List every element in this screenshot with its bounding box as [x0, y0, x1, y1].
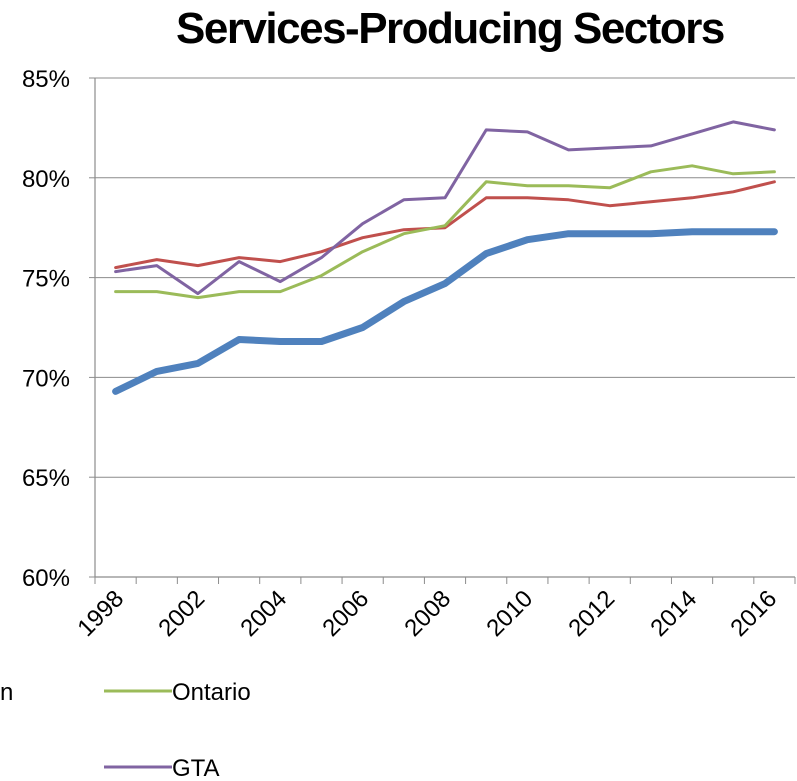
y-tick-label: 80% [22, 166, 70, 193]
y-tick-label: 70% [22, 365, 70, 392]
x-tick-label: 2004 [235, 585, 292, 642]
y-tick-label: 85% [22, 66, 70, 93]
legend: n Ontario GTA [0, 679, 251, 781]
y-tick-label: 75% [22, 266, 70, 293]
series-line-gta [114, 120, 776, 296]
grid-lines [89, 77, 795, 578]
legend-label: Ontario [172, 679, 251, 706]
x-tick-label: 2002 [153, 585, 210, 642]
x-tick-label: 2010 [481, 585, 538, 642]
legend-label: GTA [172, 755, 220, 781]
axes [94, 78, 795, 578]
x-tick-label: 2012 [563, 585, 620, 642]
series-line-unnamed-0 [114, 180, 776, 270]
y-axis-ticks: 60% 65% 70% 75% 80% 85% [22, 66, 70, 592]
series-line-ontario [114, 164, 776, 300]
chart-title: Services-Producing Sectors [176, 4, 725, 53]
x-tick-label: 2006 [317, 585, 374, 642]
x-tick-label: 2016 [725, 585, 782, 642]
y-tick-label: 65% [22, 465, 70, 492]
x-axis-ticks: 1998 2002 2004 2006 2008 2010 2012 2014 2016 [72, 577, 796, 642]
series-lines [112, 120, 778, 395]
y-tick-label: 60% [22, 565, 70, 592]
series-line-unnamed-3 [112, 228, 778, 395]
x-tick-label: 1998 [72, 585, 129, 642]
x-tick-label: 2014 [645, 585, 702, 642]
legend-label: n [0, 679, 13, 706]
x-tick-label: 2008 [399, 585, 456, 642]
